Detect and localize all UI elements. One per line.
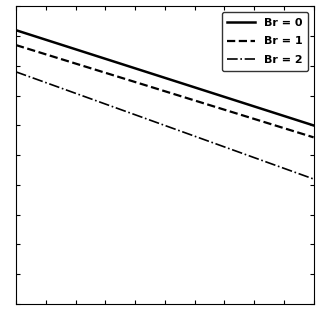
Legend: Br = 0, Br = 1, Br = 2: Br = 0, Br = 1, Br = 2 [222,12,308,71]
Line: Br = 2: Br = 2 [16,72,314,179]
Br = 1 [312,135,316,139]
Br = 0 [191,85,195,89]
Br = 1 [191,98,195,102]
Br = 1 [14,43,18,47]
Br = 2 [14,70,18,74]
Br = 2 [305,174,308,178]
Br = 2 [156,121,159,125]
Br = 1 [157,88,161,92]
Br = 2 [258,158,262,162]
Br = 1 [305,133,308,137]
Br = 2 [191,134,195,138]
Br = 2 [157,122,161,125]
Br = 0 [175,80,179,84]
Line: Br = 1: Br = 1 [16,45,314,137]
Br = 0 [305,121,308,125]
Br = 1 [258,119,262,123]
Br = 2 [175,128,179,132]
Br = 1 [156,87,159,91]
Br = 0 [157,74,161,78]
Br = 0 [312,124,316,127]
Br = 0 [14,28,18,32]
Br = 2 [312,177,316,181]
Br = 0 [156,74,159,77]
Br = 0 [258,106,262,110]
Line: Br = 0: Br = 0 [16,30,314,125]
Br = 1 [175,93,179,97]
